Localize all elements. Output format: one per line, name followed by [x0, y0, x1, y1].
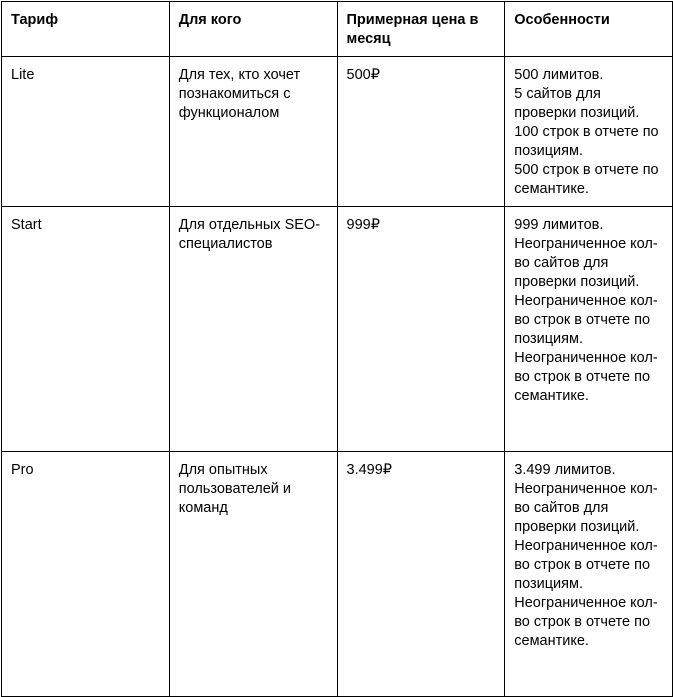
audience-cell: Для опытных пользователей и команд	[168, 451, 338, 697]
feature-item: 500 лимитов.	[514, 67, 604, 83]
price-cell: 500₽	[336, 56, 506, 207]
audience-cell: Для отдельных SEO-специалистов	[168, 206, 338, 452]
audience-cell: Для тех, кто хочет познакомиться с функц…	[168, 56, 338, 207]
header-price: Примерная цена в месяц	[336, 1, 506, 57]
table-row: Lite Для тех, кто хочет познакомиться с …	[1, 56, 673, 207]
plan-cell: Start	[1, 206, 170, 452]
features-cell: 999 лимитов. Неограниченное кол-во сайто…	[504, 206, 673, 452]
feature-item: 999 лимитов.	[514, 217, 604, 233]
feature-item: 500 строк в отчете по семантике.	[514, 162, 659, 197]
plan-cell: Pro	[1, 451, 170, 697]
feature-item: 100 строк в отчете по позициям.	[514, 124, 659, 159]
feature-item: 3.499 лимитов.	[514, 462, 616, 478]
table-row: Start Для отдельных SEO-специалистов 999…	[1, 206, 673, 452]
feature-item: Неограниченное кол-во строк в отчете по …	[514, 293, 658, 347]
table-row: Pro Для опытных пользователей и команд 3…	[1, 451, 673, 697]
features-cell: 500 лимитов. 5 сайтов для проверки позиц…	[504, 56, 673, 207]
feature-item: Неограниченное кол-во строк в отчете по …	[514, 595, 658, 649]
plan-cell: Lite	[1, 56, 170, 207]
feature-item: 5 сайтов для проверки позиций.	[514, 86, 640, 121]
feature-item: Неограниченное кол-во сайтов для проверк…	[514, 236, 658, 290]
features-cell: 3.499 лимитов. Неограниченное кол-во сай…	[504, 451, 673, 697]
price-cell: 999₽	[336, 206, 506, 452]
feature-item: Неограниченное кол-во строк в отчете по …	[514, 538, 658, 592]
feature-item: Неограниченное кол-во сайтов для проверк…	[514, 481, 658, 535]
header-features: Особенности	[504, 1, 673, 57]
header-audience: Для кого	[168, 1, 338, 57]
feature-item: Неограниченное кол-во строк в отчете по …	[514, 350, 658, 404]
header-plan: Тариф	[1, 1, 170, 57]
header-row: Тариф Для кого Примерная цена в месяц Ос…	[1, 1, 673, 57]
price-cell: 3.499₽	[336, 451, 506, 697]
